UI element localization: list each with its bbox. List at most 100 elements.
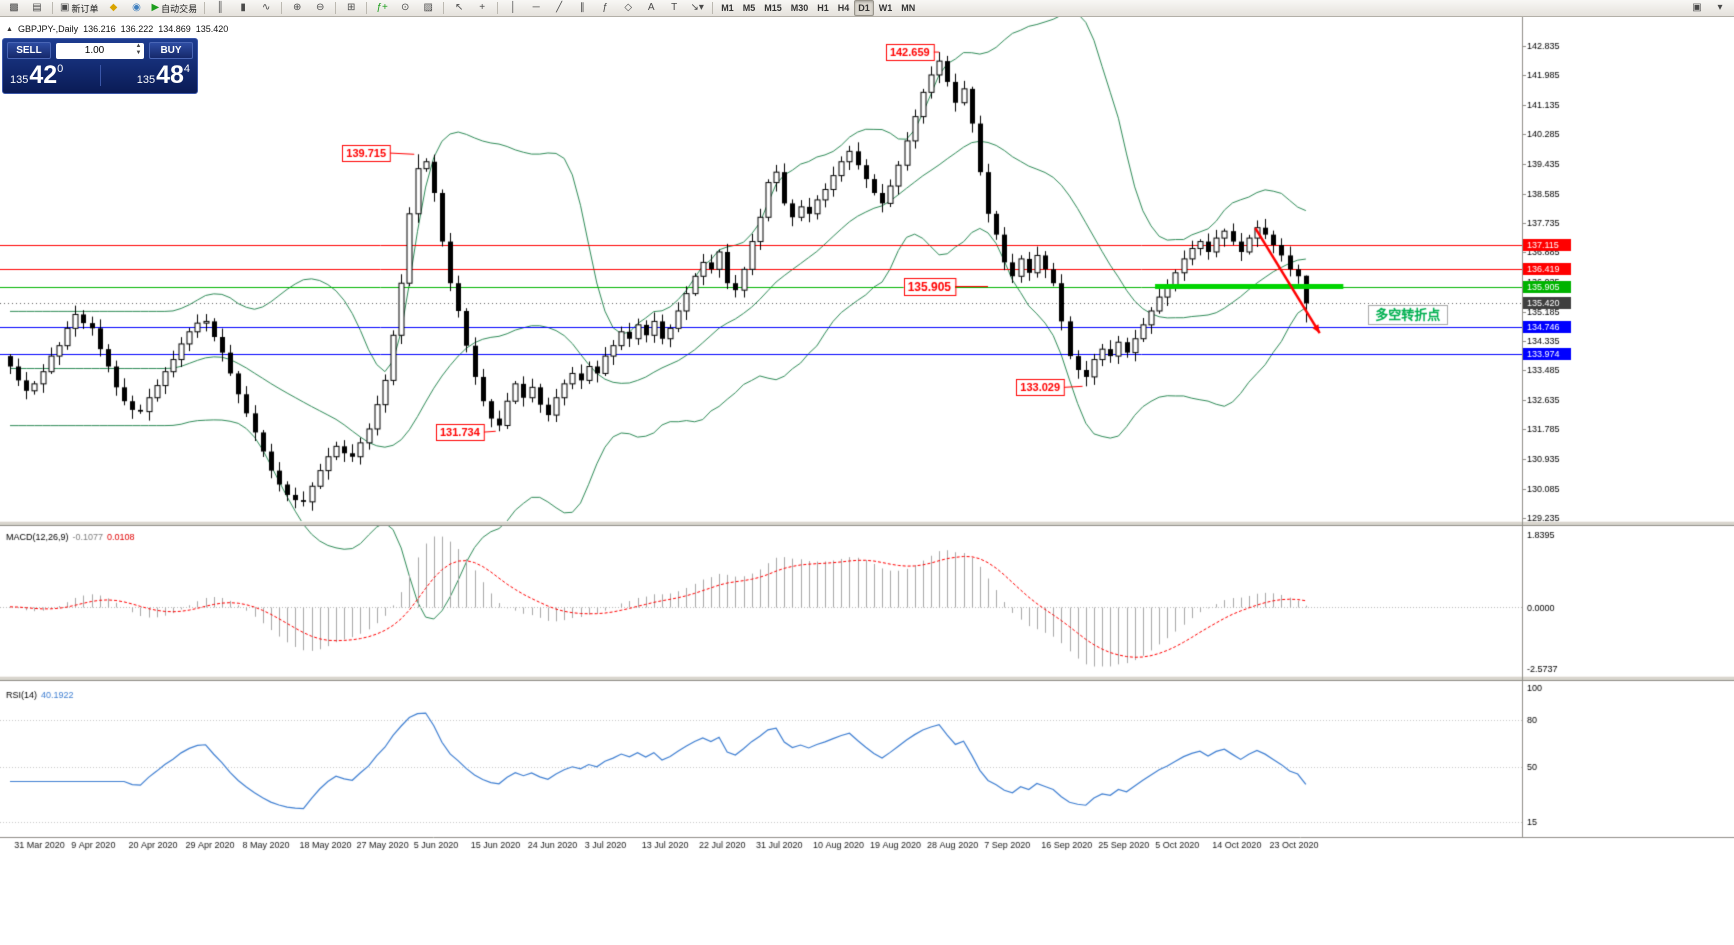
channel-icon: ∥ [579,2,585,13]
volume-up-button[interactable]: ▲ [135,42,142,49]
timeframe-m15[interactable]: M15 [764,3,782,13]
collapse-panel-icon[interactable]: ▲ [6,25,13,33]
buy-price-point: 4 [183,63,190,75]
volume-down-button[interactable]: ▼ [135,49,142,56]
sell-price-base: 135 [10,74,29,86]
toolbar-options-button[interactable]: ▾ [1709,0,1731,17]
profiles-button[interactable]: ▤ [26,0,48,17]
vertical-line-button[interactable]: │ [502,0,524,17]
trendline-icon: ╱ [556,2,563,13]
chart-canvas[interactable] [0,17,1734,945]
window-menu-button[interactable]: ▣ [1686,0,1708,17]
one-click-trading-panel: SELL ▲ ▼ BUY 135 42 0 135 48 4 [2,38,198,94]
vertical-line-icon: │ [510,2,517,13]
symbol-period-label: GBPJPY-,Daily [17,24,79,34]
buy-price-pips: 48 [156,61,184,89]
templates-button[interactable]: ▨ [417,0,439,17]
periods-button[interactable]: ⊙ [394,0,416,17]
timeframe-m30[interactable]: M30 [790,3,809,13]
tile-windows-icon: ⊞ [346,2,356,13]
autotrading-button-label: 自动交易 [161,3,198,14]
shapes-button[interactable]: ◇ [617,0,639,17]
toolbar-separator [204,2,206,14]
toolbar-separator [366,2,368,14]
buy-price: 135 48 4 [137,62,190,89]
periods-icon: ⊙ [400,2,410,13]
candlestick-chart-icon: ▮ [240,2,246,13]
volume-input[interactable] [56,44,133,57]
autotrading-button[interactable]: ▶ 自动交易 [148,0,200,17]
line-chart-icon: ∿ [261,2,271,13]
bar-chart-button[interactable]: ║ [209,0,231,17]
zoom-in-icon: ⊕ [292,2,302,13]
buy-button[interactable]: BUY [149,42,193,59]
toolbar-separator [52,2,53,14]
toolbar-separator [443,2,445,14]
text-icon: A [647,2,655,13]
toolbar-separator [712,2,714,14]
high-value: 136.222 [120,24,154,34]
toolbar-separator [335,2,337,14]
volume-box: ▲ ▼ [56,42,144,59]
cursor-icon: ↖ [454,2,464,13]
timeframe-w1[interactable]: W1 [878,3,893,13]
bar-chart-icon: ║ [216,2,224,13]
indicators-button[interactable]: ƒ+ [371,0,393,17]
new-chart-button[interactable]: ▩ [3,0,25,17]
window-menu-icon: ▣ [1692,2,1702,13]
timeframe-d1[interactable]: D1 [854,0,874,16]
price-divider [99,65,101,86]
toolbar-separator [497,2,499,14]
metaeditor-button[interactable]: ◆ [102,0,124,17]
timeframe-h1[interactable]: H1 [817,3,829,13]
line-chart-button[interactable]: ∿ [255,0,277,17]
horizontal-line-button[interactable]: ─ [525,0,547,17]
label-icon: T [671,2,678,13]
buy-price-base: 135 [136,74,156,86]
market-icon: ◉ [132,2,141,13]
fibonacci-button[interactable]: ƒ [594,0,616,17]
sell-price-point: 0 [57,63,64,75]
tile-windows-button[interactable]: ⊞ [340,0,362,17]
open-value: 136.216 [83,24,116,34]
metaeditor-icon: ◆ [109,2,118,13]
sell-price-pips: 42 [29,61,58,89]
main-toolbar: ▩ ▤ ▣ 新订单 ◆ ◉ ▶ 自动交易 ║ ▮ ∿ ⊕ ⊖ ⊞ ƒ+ ⊙ ▨ ↖ + │ ─ ╱ ∥ ƒ ◇ A T ↘▾ M1 M5 M… [0,0,1734,17]
zoom-out-icon: ⊖ [315,2,325,13]
autotrading-icon: ▶ [151,2,160,13]
zoom-in-button[interactable]: ⊕ [286,0,308,17]
sell-button[interactable]: SELL [7,42,51,59]
text-button[interactable]: A [640,0,662,17]
cursor-button[interactable]: ↖ [448,0,470,17]
candlestick-chart-button[interactable]: ▮ [232,0,254,17]
close-value: 135.420 [195,24,229,34]
timeframe-mn[interactable]: MN [901,3,916,13]
low-value: 134.869 [158,24,191,34]
crosshair-button[interactable]: + [471,0,493,17]
zoom-out-button[interactable]: ⊖ [309,0,331,17]
arrows-button[interactable]: ↘▾ [686,0,708,17]
label-button[interactable]: T [663,0,685,17]
new-order-icon: ▣ [60,2,70,13]
arrows-icon: ↘▾ [690,2,704,13]
channel-button[interactable]: ∥ [571,0,593,17]
profiles-icon: ▤ [32,2,42,13]
new-chart-icon: ▩ [9,2,19,13]
toolbar-separator [281,2,283,14]
timeframe-h4[interactable]: H4 [837,3,850,13]
timeframe-m5[interactable]: M5 [742,3,756,13]
shapes-icon: ◇ [624,2,633,13]
crosshair-icon: + [479,2,486,13]
volume-spinner: ▲ ▼ [133,42,144,58]
trendline-button[interactable]: ╱ [548,0,570,17]
timeframe-m1[interactable]: M1 [721,3,734,13]
templates-icon: ▨ [423,2,433,13]
market-button[interactable]: ◉ [125,0,147,17]
new-order-button[interactable]: ▣ 新订单 [57,0,101,17]
indicators-icon: ƒ+ [376,2,388,13]
sell-price: 135 42 0 [10,62,63,89]
toolbar-options-icon: ▾ [1717,2,1723,13]
horizontal-line-icon: ─ [532,2,540,13]
fibonacci-icon: ƒ [602,2,608,13]
